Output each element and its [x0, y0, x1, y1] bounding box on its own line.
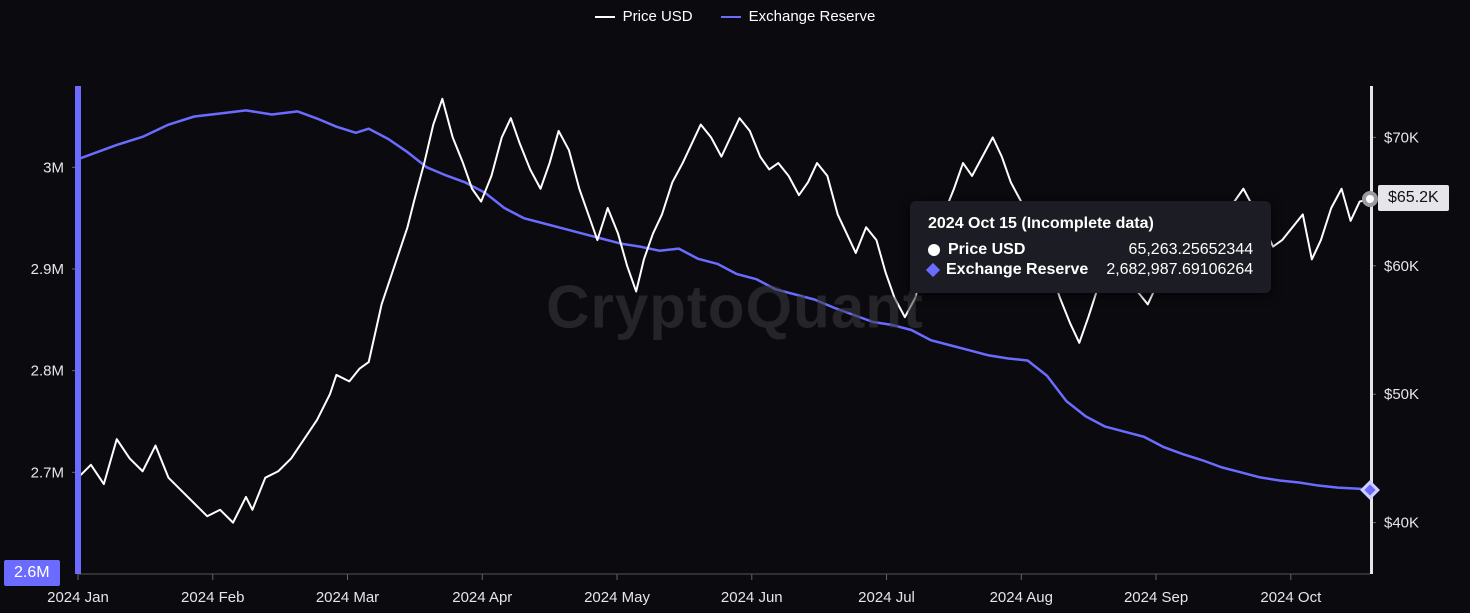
legend-swatch-price [595, 16, 615, 18]
svg-text:2.9M: 2.9M [31, 261, 64, 278]
svg-text:$40K: $40K [1384, 515, 1419, 532]
svg-text:2.8M: 2.8M [31, 363, 64, 380]
svg-text:3M: 3M [43, 159, 64, 176]
left-axis-bar [75, 86, 81, 574]
chart-area[interactable]: CryptoQuant 2.7M2.8M2.9M3M$40K$50K$60K$7… [0, 36, 1470, 613]
tooltip-row-price: Price USD 65,263.25652344 [928, 241, 1253, 259]
svg-text:2024 Jul: 2024 Jul [858, 589, 915, 606]
diamond-icon [926, 263, 940, 277]
svg-text:2024 Aug: 2024 Aug [990, 589, 1053, 606]
legend-label-price: Price USD [623, 8, 693, 25]
tooltip-row-reserve: Exchange Reserve 2,682,987.69106264 [928, 261, 1253, 279]
tooltip-title: 2024 Oct 15 (Incomplete data) [928, 215, 1253, 233]
svg-text:$60K: $60K [1384, 258, 1419, 275]
svg-text:2024 Apr: 2024 Apr [452, 589, 512, 606]
legend-swatch-reserve [721, 16, 741, 18]
right-axis-current-badge: $65.2K [1378, 185, 1449, 211]
svg-text:2024 Mar: 2024 Mar [316, 589, 379, 606]
svg-text:$70K: $70K [1384, 129, 1419, 146]
line-chart-svg: 2.7M 2.8M 2.9M 3M $40K $50K $60K $70K 2024 Jan 20… [0, 36, 1470, 613]
svg-text:2024 Feb: 2024 Feb [181, 589, 244, 606]
right-axis-bar [1370, 86, 1373, 574]
svg-text:2024 Sep: 2024 Sep [1124, 589, 1188, 606]
svg-text:2024 May: 2024 May [584, 589, 650, 606]
svg-text:2024 Jan: 2024 Jan [47, 589, 109, 606]
svg-text:$50K: $50K [1384, 386, 1419, 403]
left-axis-current-badge: 2.6M [4, 560, 60, 586]
chart-legend: Price USD Exchange Reserve [0, 0, 1470, 25]
price-end-marker [1362, 191, 1378, 207]
legend-item-reserve[interactable]: Exchange Reserve [721, 8, 876, 25]
svg-text:2.7M: 2.7M [31, 464, 64, 481]
svg-text:2024 Jun: 2024 Jun [721, 589, 783, 606]
legend-item-price[interactable]: Price USD [595, 8, 693, 25]
svg-text:2024 Oct: 2024 Oct [1260, 589, 1322, 606]
chart-tooltip: 2024 Oct 15 (Incomplete data) Price USD … [910, 201, 1271, 293]
circle-icon [928, 244, 940, 256]
legend-label-reserve: Exchange Reserve [749, 8, 876, 25]
